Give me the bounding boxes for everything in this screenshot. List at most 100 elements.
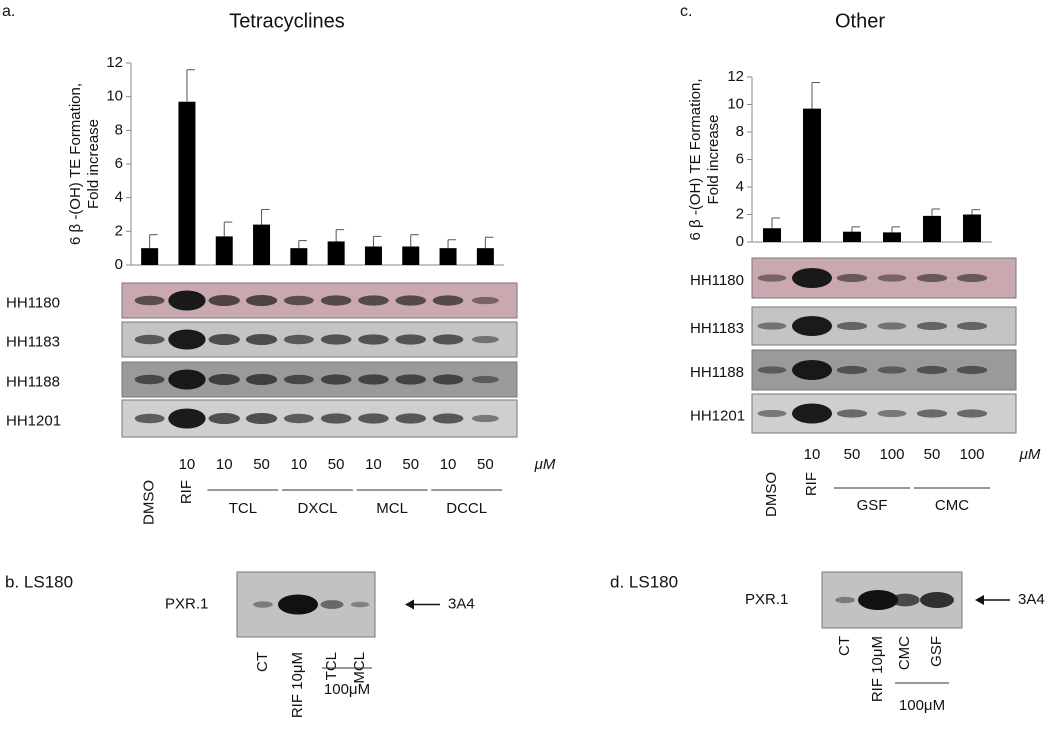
- panel-label: c.: [680, 3, 692, 20]
- blot-band: [792, 360, 832, 380]
- blot-band: [283, 374, 314, 385]
- blot-band: [278, 594, 318, 615]
- y-axis-label: Fold increase: [705, 114, 722, 204]
- blot-band: [877, 322, 907, 330]
- lane-label: RIF 10μM: [289, 652, 306, 718]
- blot-band: [916, 273, 948, 283]
- blot-band: [134, 413, 165, 424]
- y-tick-label: 12: [727, 68, 744, 85]
- x-tick-label: GSF: [857, 497, 888, 514]
- blot-band: [320, 374, 352, 385]
- blot-band: [836, 365, 868, 375]
- y-tick-label: 10: [106, 88, 123, 105]
- blot-band: [358, 413, 389, 424]
- bar: [439, 248, 457, 265]
- blot-band: [471, 335, 499, 344]
- blot-band: [916, 409, 948, 418]
- blot-row-label: HH1180: [690, 272, 744, 289]
- blot-band: [916, 365, 948, 375]
- dose-label: 100: [959, 446, 984, 463]
- blot-band: [836, 321, 868, 331]
- bar: [843, 231, 861, 242]
- y-tick-label: 8: [115, 121, 123, 138]
- y-tick-label: 6: [115, 155, 123, 172]
- blot-band: [920, 592, 954, 608]
- blot-band: [877, 409, 907, 418]
- blot-band: [168, 408, 206, 429]
- dose-label: 50: [924, 446, 941, 463]
- blot-band: [858, 590, 898, 610]
- blot-band: [395, 413, 427, 424]
- blot-band: [208, 333, 240, 346]
- x-tick-label: DCCL: [446, 500, 487, 517]
- x-tick-label: DXCL: [297, 500, 337, 517]
- lane-label: CT: [254, 652, 271, 672]
- x-tick-label: RIF: [178, 480, 195, 504]
- x-tick-label: TCL: [229, 500, 257, 517]
- blot-band: [245, 333, 278, 346]
- lane-label: TCL: [323, 652, 340, 680]
- y-axis-label: Fold increase: [85, 119, 102, 209]
- x-tick-label: DMSO: [763, 472, 780, 517]
- panel-label: b. LS180: [5, 572, 73, 591]
- blot-band: [320, 600, 344, 609]
- blot-band: [283, 295, 314, 306]
- dose-label: 50: [253, 456, 270, 473]
- x-tick-label: DMSO: [141, 480, 158, 525]
- bar: [803, 108, 821, 242]
- blot-band: [245, 294, 278, 307]
- y-axis-label: 6 β -(OH) TE Formation,: [687, 79, 704, 241]
- arrow-head: [405, 599, 414, 610]
- blot-band: [792, 316, 832, 336]
- y-tick-label: 2: [115, 222, 123, 239]
- blot-band: [358, 295, 389, 306]
- y-tick-label: 4: [736, 178, 744, 195]
- panel-label: a.: [2, 3, 15, 20]
- blot-band: [757, 366, 787, 374]
- blot-band: [395, 334, 427, 345]
- blot-band: [432, 334, 464, 345]
- dose-label: 100μM: [899, 697, 945, 714]
- bar: [364, 246, 382, 265]
- blot-band: [168, 369, 206, 390]
- y-axis-label: 6 β -(OH) TE Formation,: [67, 83, 84, 245]
- blot-row-label: HH1201: [6, 412, 61, 429]
- bar: [178, 101, 196, 265]
- blot-band: [757, 409, 787, 418]
- blot-band: [757, 274, 787, 282]
- bar: [923, 215, 941, 242]
- blot-band: [358, 374, 389, 385]
- lane-label: CMC: [896, 636, 913, 670]
- blot-band: [245, 412, 278, 425]
- dose-label: 50: [477, 456, 494, 473]
- dose-unit: μM: [1019, 446, 1041, 463]
- bar: [402, 246, 420, 265]
- blot-band: [877, 366, 907, 374]
- y-tick-label: 6: [736, 150, 744, 167]
- blot-band: [916, 321, 948, 331]
- y-tick-label: 8: [736, 123, 744, 140]
- blot-band: [168, 329, 206, 350]
- blot-band: [168, 290, 206, 311]
- chart-title: Tetracyclines: [229, 10, 345, 32]
- y-tick-label: 2: [736, 205, 744, 222]
- blot-band: [956, 273, 988, 283]
- blot-row-label: HH1188: [690, 364, 744, 381]
- blot-band: [253, 601, 273, 608]
- blot-band: [471, 375, 499, 384]
- dose-label: 10: [365, 456, 382, 473]
- arrow-label: 3A4: [448, 595, 475, 612]
- dose-label: 10: [291, 456, 308, 473]
- bar: [883, 232, 901, 242]
- blot-band: [245, 373, 278, 386]
- blot-band: [432, 295, 464, 306]
- blot-band: [835, 596, 855, 604]
- bar: [963, 214, 981, 242]
- blot-row-label: HH1201: [690, 407, 745, 424]
- y-tick-label: 10: [727, 95, 744, 112]
- dose-label: 50: [402, 456, 419, 473]
- dose-label: 50: [844, 446, 861, 463]
- blot-band: [877, 274, 907, 282]
- blot-band: [208, 294, 240, 307]
- dose-label: 10: [216, 456, 233, 473]
